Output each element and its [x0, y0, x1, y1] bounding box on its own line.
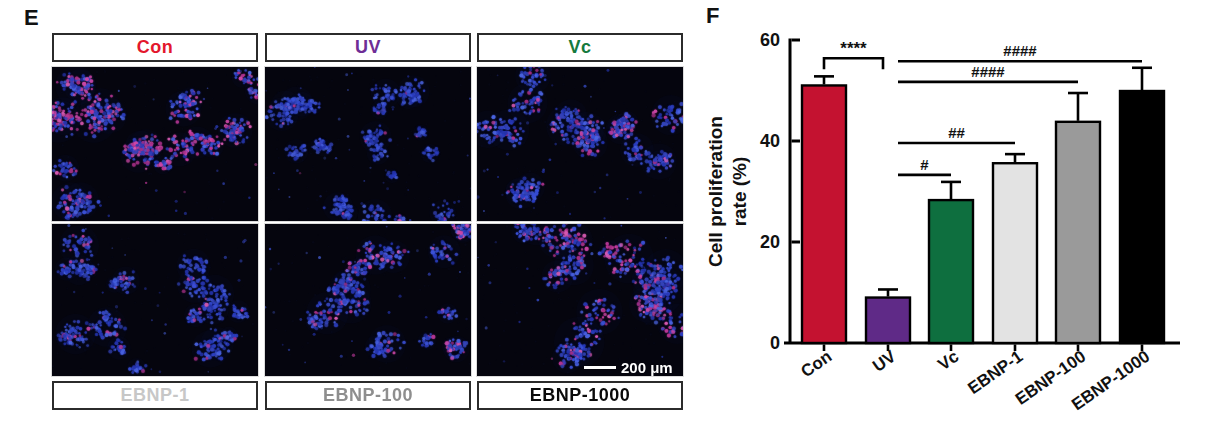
sig-label: **** [840, 39, 867, 58]
label-ebnp-100: EBNP-100 [323, 385, 413, 406]
label-box-vc: Vc [477, 33, 683, 62]
y-tick-label: 0 [770, 333, 780, 353]
micrograph-uv [265, 67, 471, 221]
label-box-ebnp-1: EBNP-1 [52, 381, 258, 410]
label-con: Con [137, 37, 174, 58]
label-uv: UV [355, 37, 381, 58]
sig-label: #### [971, 63, 1005, 80]
y-tick-label: 60 [760, 30, 780, 50]
scale-bar-text: 200 μm [621, 359, 673, 376]
label-ebnp-1: EBNP-1 [120, 385, 189, 406]
y-tick-label: 40 [760, 131, 780, 151]
micrograph-vc [477, 67, 683, 221]
micrograph-ebnp-1000 [477, 224, 683, 376]
y-axis-label-line2: rate (%) [729, 157, 750, 227]
sig-label: #### [1003, 42, 1037, 59]
label-box-con: Con [52, 33, 258, 62]
bar-chart: 0204060ConUVVcEBNP-1EBNP-100EBNP-1000***… [700, 0, 1213, 428]
x-tick-label: Con [797, 347, 835, 382]
panel-e-label: E [24, 7, 39, 29]
label-box-uv: UV [265, 33, 471, 62]
bar-ebnp-1 [993, 163, 1037, 343]
bar-ebnp-1000 [1120, 91, 1164, 343]
micrograph-ebnp-100 [265, 224, 471, 376]
sig-bracket [824, 58, 883, 69]
scale-bar: 200 μm [584, 359, 673, 376]
micrograph-ebnp-1 [52, 224, 258, 376]
y-tick-label: 20 [760, 232, 780, 252]
bar-con [802, 85, 846, 343]
sig-label: ## [948, 124, 965, 141]
micrograph-con [52, 67, 258, 221]
bar-vc [929, 200, 973, 343]
label-box-ebnp-100: EBNP-100 [265, 381, 471, 410]
scale-bar-line [584, 366, 616, 369]
y-axis-label-line1: Cell proliferation [705, 116, 726, 267]
label-box-ebnp-1000: EBNP-1000 [477, 381, 683, 410]
label-ebnp-1000: EBNP-1000 [530, 385, 631, 406]
label-vc: Vc [568, 37, 591, 58]
bar-ebnp-100 [1056, 122, 1100, 343]
x-tick-label: UV [869, 346, 900, 375]
x-tick-label: Vc [934, 347, 962, 374]
bar-uv [866, 298, 910, 343]
figure-panel: E F Con UV Vc 200 μm EBNP-1 EBNP-100 EBN… [0, 0, 1213, 428]
sig-label: # [920, 156, 929, 173]
